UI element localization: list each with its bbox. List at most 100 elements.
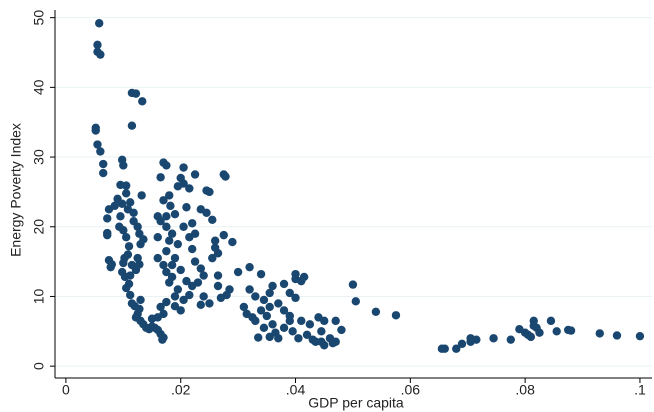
point [121, 233, 131, 242]
point [239, 302, 249, 312]
point [271, 328, 280, 337]
point [173, 239, 183, 249]
point [320, 316, 329, 326]
point [190, 229, 200, 238]
point [165, 191, 174, 200]
point [119, 258, 128, 268]
point [156, 302, 165, 312]
point [265, 302, 274, 312]
point [213, 249, 223, 258]
y-tick-label: 30 [31, 149, 47, 165]
point [106, 262, 115, 272]
point [110, 201, 119, 211]
point [251, 316, 260, 326]
point [196, 264, 206, 273]
point [563, 325, 573, 335]
point [245, 262, 254, 272]
point [546, 316, 556, 326]
point [124, 242, 134, 251]
point [176, 265, 185, 275]
point [116, 212, 125, 221]
point [205, 299, 214, 308]
point [219, 230, 228, 240]
point [153, 233, 162, 242]
point [187, 244, 197, 254]
point [91, 126, 100, 135]
point [162, 246, 171, 256]
point [254, 333, 263, 342]
point [256, 269, 266, 279]
point [274, 299, 283, 308]
point [103, 230, 112, 240]
point [179, 222, 188, 231]
x-axis-title: GDP per capita [308, 395, 404, 411]
point [127, 121, 137, 130]
point [121, 283, 131, 293]
point [137, 191, 146, 200]
point [147, 314, 157, 323]
point [103, 214, 112, 223]
point [95, 19, 104, 28]
point [208, 253, 217, 263]
x-tick-label: .1 [634, 382, 646, 398]
point [162, 222, 171, 231]
point [351, 297, 360, 306]
y-tick-label: 50 [31, 10, 47, 26]
point [311, 337, 320, 346]
point [466, 337, 475, 346]
x-tick-label: .02 [171, 382, 191, 398]
point [119, 226, 128, 235]
x-tick-label: .08 [515, 382, 535, 398]
point [190, 170, 200, 179]
point [99, 168, 108, 178]
point [291, 293, 300, 303]
x-tick-label: .06 [401, 382, 421, 398]
point [302, 330, 312, 339]
point [117, 199, 127, 208]
point [170, 210, 180, 219]
point [170, 253, 180, 263]
y-tick-label: 40 [31, 79, 47, 95]
point [158, 335, 167, 344]
point [251, 292, 260, 301]
point [437, 344, 447, 353]
x-tick-label: .04 [286, 382, 306, 398]
point [125, 198, 135, 207]
point [259, 323, 269, 333]
point [259, 295, 269, 305]
point [635, 331, 645, 341]
point [162, 161, 171, 170]
point [256, 306, 266, 315]
point [317, 337, 326, 346]
point [221, 172, 230, 181]
point [185, 290, 194, 300]
point [297, 316, 306, 326]
point [268, 320, 277, 329]
point [595, 329, 604, 338]
point [452, 344, 461, 353]
point [552, 327, 561, 336]
point [193, 278, 203, 287]
point [153, 253, 162, 263]
point [167, 272, 177, 282]
point [337, 325, 346, 335]
point [153, 212, 162, 221]
point [125, 271, 135, 280]
point [127, 260, 137, 270]
point [156, 173, 165, 182]
point [285, 288, 294, 298]
point [135, 304, 144, 314]
point [233, 267, 243, 277]
point [291, 269, 300, 279]
point [228, 237, 237, 247]
point [391, 311, 401, 320]
point [170, 302, 180, 311]
y-axis-title: Energy Poverty Index [8, 123, 24, 257]
point [96, 147, 105, 156]
point [167, 260, 177, 270]
point [331, 316, 340, 326]
point [208, 215, 217, 224]
point [190, 257, 200, 266]
point [162, 212, 171, 221]
